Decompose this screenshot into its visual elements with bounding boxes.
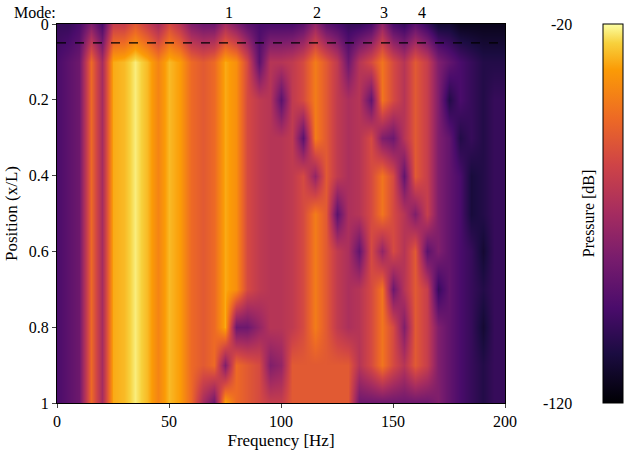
svg-text:2: 2 <box>313 4 321 21</box>
svg-text:1: 1 <box>225 4 233 21</box>
svg-text:0.4: 0.4 <box>29 167 49 184</box>
svg-text:-120: -120 <box>543 395 572 412</box>
svg-text:50: 50 <box>161 413 177 430</box>
svg-text:0: 0 <box>41 16 49 33</box>
svg-text:0.2: 0.2 <box>29 91 49 108</box>
svg-text:100: 100 <box>269 413 293 430</box>
svg-text:4: 4 <box>418 4 426 21</box>
svg-text:Pressure [dB]: Pressure [dB] <box>580 170 597 258</box>
svg-text:0.6: 0.6 <box>29 243 49 260</box>
svg-text:-20: -20 <box>551 16 572 33</box>
svg-text:0.8: 0.8 <box>29 319 49 336</box>
svg-text:Frequency [Hz]: Frequency [Hz] <box>227 431 334 450</box>
svg-text:200: 200 <box>493 413 517 430</box>
svg-text:1: 1 <box>41 395 49 412</box>
svg-text:3: 3 <box>380 4 388 21</box>
svg-text:Mode:: Mode: <box>14 4 56 21</box>
svg-text:Position (x/L): Position (x/L) <box>2 166 21 261</box>
svg-text:0: 0 <box>53 413 61 430</box>
svg-text:150: 150 <box>381 413 405 430</box>
